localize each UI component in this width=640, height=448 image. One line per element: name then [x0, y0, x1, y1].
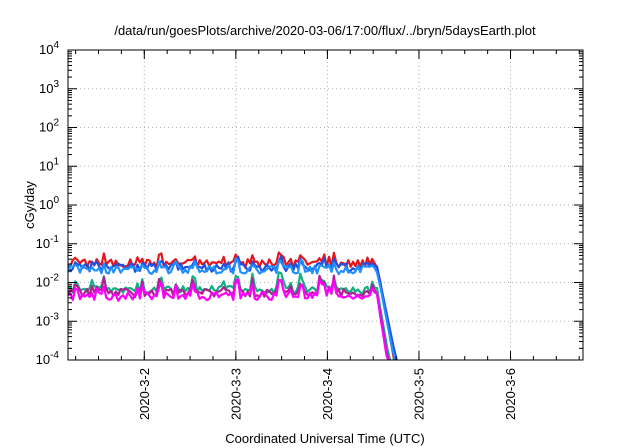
plot-frame — [67, 49, 584, 361]
y-tick-label: 101 — [39, 156, 59, 173]
x-tick-label: 2020-3-5 — [411, 368, 426, 420]
series-line — [68, 271, 392, 360]
y-tick-label: 10-3 — [36, 311, 60, 328]
grid — [68, 50, 583, 360]
x-tick-label: 2020-3-6 — [503, 368, 518, 420]
x-tick-label: 2020-3-3 — [228, 368, 243, 420]
series-line — [68, 278, 390, 360]
y-tick-label: 10-4 — [36, 350, 60, 367]
chart-title: /data/run/goesPlots/archive/2020-03-06/1… — [114, 23, 536, 38]
x-axis-label: Coordinated Universal Time (UTC) — [225, 431, 424, 446]
y-tick-labels: 10-4 10-3 10-2 10-1 100 101 102 103 104 — [36, 40, 60, 367]
series-line — [68, 274, 390, 360]
x-tick-label: 2020-3-2 — [137, 368, 152, 420]
x-tick-label: 2020-3-4 — [320, 368, 335, 420]
y-axis-label: cGy/day — [22, 181, 37, 229]
y-tick-label: 10-1 — [36, 234, 60, 251]
y-tick-label: 103 — [39, 79, 59, 96]
series-line — [68, 257, 397, 360]
axis-ticks — [68, 49, 583, 361]
y-tick-label: 104 — [39, 40, 59, 57]
series-group — [68, 251, 398, 360]
y-tick-label: 10-2 — [36, 273, 60, 290]
y-tick-label: 100 — [39, 195, 59, 212]
x-tick-labels: 2020-3-2 2020-3-3 2020-3-4 2020-3-5 2020-3-6 — [137, 368, 518, 420]
y-tick-label: 102 — [39, 118, 59, 135]
